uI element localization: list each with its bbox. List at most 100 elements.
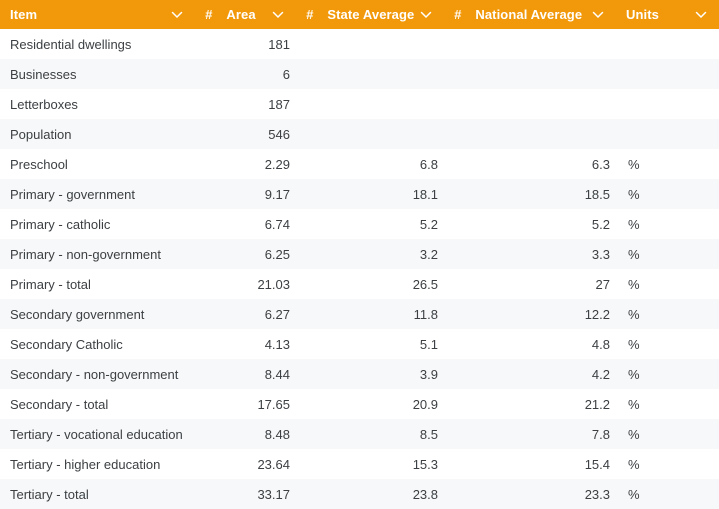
units-cell: %: [616, 209, 719, 239]
table-row: Residential dwellings 181: [0, 29, 719, 59]
table-row: Secondary Catholic 4.13 5.1 4.8 %: [0, 329, 719, 359]
national-average-cell: 7.8: [444, 419, 616, 449]
item-cell: Tertiary - vocational education: [0, 419, 195, 449]
area-cell: 6: [195, 59, 296, 89]
state-average-cell: 3.9: [296, 359, 444, 389]
area-cell: 546: [195, 119, 296, 149]
state-average-cell: 6.8: [296, 149, 444, 179]
area-cell: 6.27: [195, 299, 296, 329]
column-label-state-average: State Average: [327, 7, 415, 22]
item-cell: Residential dwellings: [0, 29, 195, 59]
item-cell: Letterboxes: [0, 89, 195, 119]
state-average-cell: 5.1: [296, 329, 444, 359]
table-row: Tertiary - vocational education 8.48 8.5…: [0, 419, 719, 449]
area-cell: 9.17: [195, 179, 296, 209]
table-row: Secondary government 6.27 11.8 12.2 %: [0, 299, 719, 329]
area-cell: 8.44: [195, 359, 296, 389]
national-average-cell: 6.3: [444, 149, 616, 179]
column-header-state-average[interactable]: # State Average: [296, 0, 444, 29]
numeric-type-icon: #: [454, 7, 462, 22]
area-cell: 6.74: [195, 209, 296, 239]
item-cell: Businesses: [0, 59, 195, 89]
table-row: Secondary - total 17.65 20.9 21.2 %: [0, 389, 719, 419]
column-label-item: Item: [10, 7, 38, 22]
area-cell: 2.29: [195, 149, 296, 179]
state-average-cell: 8.5: [296, 419, 444, 449]
item-cell: Secondary - total: [0, 389, 195, 419]
units-cell: [616, 89, 719, 119]
state-average-cell: 20.9: [296, 389, 444, 419]
units-cell: [616, 59, 719, 89]
national-average-cell: 4.8: [444, 329, 616, 359]
national-average-cell: [444, 119, 616, 149]
national-average-cell: 23.3: [444, 479, 616, 509]
table-row: Tertiary - total 33.17 23.8 23.3 %: [0, 479, 719, 509]
area-cell: 21.03: [195, 269, 296, 299]
area-cell: 33.17: [195, 479, 296, 509]
area-cell: 181: [195, 29, 296, 59]
state-average-cell: [296, 119, 444, 149]
state-average-cell: 15.3: [296, 449, 444, 479]
area-cell: 17.65: [195, 389, 296, 419]
national-average-cell: 12.2: [444, 299, 616, 329]
item-cell: Secondary Catholic: [0, 329, 195, 359]
table-row: Primary - government 9.17 18.1 18.5 %: [0, 179, 719, 209]
numeric-type-icon: #: [306, 7, 314, 22]
chevron-down-icon[interactable]: [592, 11, 604, 19]
national-average-cell: [444, 89, 616, 119]
units-cell: %: [616, 419, 719, 449]
table-row: Letterboxes 187: [0, 89, 719, 119]
state-average-cell: 3.2: [296, 239, 444, 269]
chevron-down-icon[interactable]: [420, 11, 432, 19]
item-cell: Secondary government: [0, 299, 195, 329]
area-cell: 4.13: [195, 329, 296, 359]
area-cell: 187: [195, 89, 296, 119]
units-cell: [616, 119, 719, 149]
state-average-cell: 18.1: [296, 179, 444, 209]
state-average-cell: [296, 59, 444, 89]
units-cell: %: [616, 449, 719, 479]
table-row: Primary - non-government 6.25 3.2 3.3 %: [0, 239, 719, 269]
area-cell: 6.25: [195, 239, 296, 269]
state-average-cell: 11.8: [296, 299, 444, 329]
area-cell: 8.48: [195, 419, 296, 449]
national-average-cell: [444, 29, 616, 59]
table-row: Preschool 2.29 6.8 6.3 %: [0, 149, 719, 179]
item-cell: Primary - total: [0, 269, 195, 299]
numeric-type-icon: #: [205, 7, 213, 22]
chevron-down-icon[interactable]: [272, 11, 284, 19]
national-average-cell: 21.2: [444, 389, 616, 419]
state-average-cell: 5.2: [296, 209, 444, 239]
national-average-cell: 27: [444, 269, 616, 299]
column-header-area[interactable]: # Area: [195, 0, 296, 29]
table-body: Residential dwellings 181 Businesses 6 L…: [0, 29, 719, 509]
units-cell: %: [616, 269, 719, 299]
units-cell: %: [616, 239, 719, 269]
item-cell: Population: [0, 119, 195, 149]
state-average-cell: 23.8: [296, 479, 444, 509]
chevron-down-icon[interactable]: [171, 11, 183, 19]
item-cell: Primary - non-government: [0, 239, 195, 269]
item-cell: Primary - catholic: [0, 209, 195, 239]
column-header-item[interactable]: Item: [0, 0, 195, 29]
units-cell: %: [616, 389, 719, 419]
chevron-down-icon[interactable]: [695, 11, 707, 19]
column-header-units[interactable]: Units: [616, 0, 719, 29]
national-average-cell: 18.5: [444, 179, 616, 209]
table-row: Secondary - non-government 8.44 3.9 4.2 …: [0, 359, 719, 389]
state-average-cell: [296, 89, 444, 119]
units-cell: %: [616, 479, 719, 509]
table-row: Primary - total 21.03 26.5 27 %: [0, 269, 719, 299]
area-cell: 23.64: [195, 449, 296, 479]
item-cell: Secondary - non-government: [0, 359, 195, 389]
units-cell: %: [616, 149, 719, 179]
column-header-national-average[interactable]: # National Average: [444, 0, 616, 29]
state-average-cell: [296, 29, 444, 59]
units-cell: %: [616, 359, 719, 389]
column-label-units: Units: [626, 7, 659, 22]
item-cell: Tertiary - total: [0, 479, 195, 509]
table-header: Item # Area # State Average: [0, 0, 719, 29]
table-row: Primary - catholic 6.74 5.2 5.2 %: [0, 209, 719, 239]
national-average-cell: 4.2: [444, 359, 616, 389]
